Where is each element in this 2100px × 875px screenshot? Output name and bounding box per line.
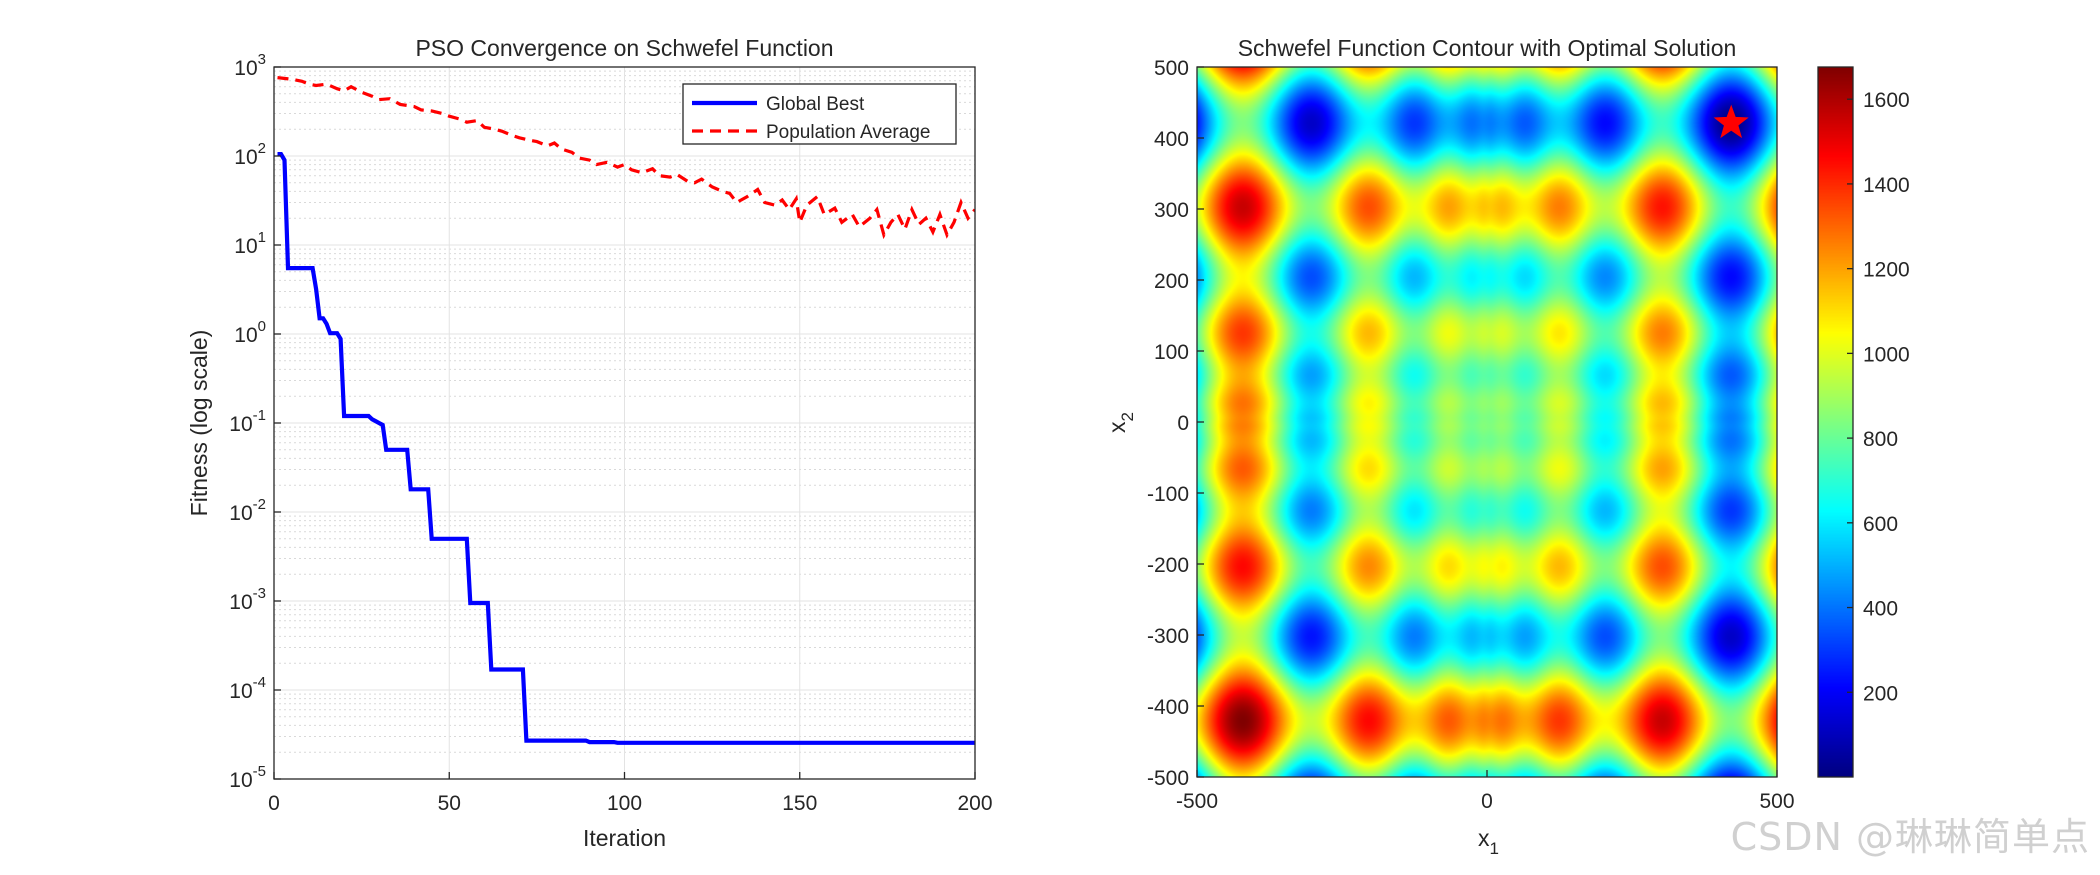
x2-tick-label: -200 bbox=[1147, 554, 1189, 577]
x-tick-label: 150 bbox=[782, 792, 817, 815]
colorbar-area bbox=[1818, 67, 1853, 777]
y-tick-label: 103 bbox=[234, 51, 266, 80]
x2-tick-label: 200 bbox=[1154, 270, 1189, 293]
contour-heatmap-area bbox=[1197, 67, 1777, 777]
x-tick-label: 200 bbox=[957, 792, 992, 815]
colorbar-box bbox=[1817, 66, 1854, 778]
x1-axis-label-sub: 1 bbox=[1490, 839, 1499, 858]
optimal-solution-star-icon bbox=[1713, 104, 1749, 139]
x2-tick-label: -300 bbox=[1147, 625, 1189, 648]
y-tick-label: 102 bbox=[234, 140, 266, 169]
x2-tick-label: 0 bbox=[1177, 412, 1189, 435]
convergence-chart-title: PSO Convergence on Schwefel Function bbox=[415, 35, 833, 61]
x1-tick-label: -500 bbox=[1176, 790, 1218, 813]
legend: Global Best Population Average bbox=[682, 83, 957, 145]
x2-axis-label-base: x bbox=[1104, 421, 1130, 433]
y-axis-label: Fitness (log scale) bbox=[186, 330, 212, 517]
x-tick-label: 100 bbox=[607, 792, 642, 815]
x1-tick-labels: -500 0 500 bbox=[1176, 770, 1795, 813]
y-tick-label: 10-2 bbox=[229, 496, 266, 525]
series-line-population-average bbox=[277, 76, 975, 240]
x2-tick-label: -500 bbox=[1147, 767, 1189, 790]
y-tick-label: 10-4 bbox=[229, 674, 266, 703]
y-tick-label: 10-1 bbox=[229, 407, 266, 436]
x-tick-label: 0 bbox=[268, 792, 280, 815]
convergence-chart: 0 50 100 150 200 10-510-410-310-210-11001011… bbox=[186, 35, 993, 851]
colorbar-tick-label: 600 bbox=[1863, 513, 1898, 536]
x2-tick-label: -400 bbox=[1147, 696, 1189, 719]
colorbar-tick-label: 1200 bbox=[1863, 259, 1910, 282]
x1-tick-label: 0 bbox=[1481, 790, 1493, 813]
x2-axis-label: x2 bbox=[1104, 412, 1137, 433]
series-line-global-best bbox=[277, 152, 975, 745]
x2-tick-label: 400 bbox=[1154, 128, 1189, 151]
x2-tick-label: -100 bbox=[1147, 483, 1189, 506]
y-tick-labels: 10-5 10-4 10-3 10-2 10-1 100 101 102 103 bbox=[229, 51, 281, 792]
legend-label-population-average: Population Average bbox=[766, 122, 930, 143]
y-tick-label: 10-3 bbox=[229, 585, 266, 614]
colorbar-tick-label: 800 bbox=[1863, 428, 1898, 451]
colorbar-tick-label: 1400 bbox=[1863, 174, 1910, 197]
contour-chart-title: Schwefel Function Contour with Optimal S… bbox=[1238, 35, 1737, 61]
x-tick-labels: 0 50 100 150 200 bbox=[268, 772, 993, 815]
x2-axis-label-sub: 2 bbox=[1118, 412, 1137, 421]
colorbar-tick-label: 1000 bbox=[1863, 343, 1910, 366]
x1-axis-label: x1 bbox=[1478, 825, 1499, 858]
colorbar-tick-labels: 200 400 600 800 1000 1200 1400 1600 bbox=[1847, 89, 1910, 705]
x-tick-label: 50 bbox=[438, 792, 461, 815]
x2-tick-label: 300 bbox=[1154, 199, 1189, 222]
x1-axis-label-base: x bbox=[1478, 825, 1490, 851]
x2-tick-labels: -500 -400 -300 -200 -100 0 100 200 300 400 500 bbox=[1147, 57, 1204, 790]
contour-chart: -500 0 500 -500 -400 -300 -200 -100 0 100 200 300 4… bbox=[1104, 35, 1910, 858]
x2-tick-label: 500 bbox=[1154, 57, 1189, 80]
colorbar-tick-label: 400 bbox=[1863, 598, 1898, 621]
x2-tick-label: 100 bbox=[1154, 341, 1189, 364]
y-tick-label: 10-5 bbox=[229, 763, 266, 792]
schwefel-heatmap bbox=[1197, 67, 1777, 777]
watermark: CSDN @琳琳简单点 bbox=[1730, 815, 2090, 859]
colorbar-tick-label: 200 bbox=[1863, 682, 1898, 705]
x1-tick-label: 500 bbox=[1759, 790, 1794, 813]
y-tick-label: 100 bbox=[234, 318, 266, 347]
legend-label-global-best: Global Best bbox=[766, 94, 865, 115]
colorbar-tick-label: 1600 bbox=[1863, 89, 1910, 112]
x-axis-label: Iteration bbox=[583, 825, 666, 851]
colorbar bbox=[1818, 67, 1853, 777]
y-tick-label: 101 bbox=[234, 229, 266, 258]
legend-box bbox=[682, 83, 957, 145]
